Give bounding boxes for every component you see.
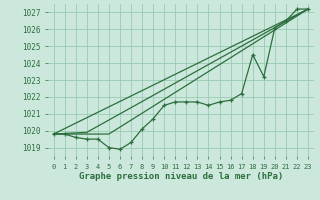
- X-axis label: Graphe pression niveau de la mer (hPa): Graphe pression niveau de la mer (hPa): [79, 172, 283, 181]
